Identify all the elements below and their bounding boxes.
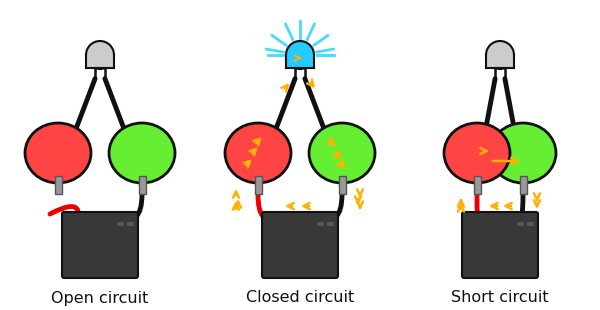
Bar: [286, 55, 314, 68]
Bar: [127, 222, 134, 226]
Bar: [338, 176, 346, 194]
Text: Short circuit: Short circuit: [451, 290, 549, 305]
Bar: [317, 222, 324, 226]
FancyBboxPatch shape: [462, 212, 538, 278]
Ellipse shape: [309, 123, 375, 183]
Bar: [517, 222, 524, 226]
Bar: [473, 176, 481, 194]
FancyBboxPatch shape: [62, 212, 138, 278]
Ellipse shape: [490, 123, 556, 183]
Bar: [117, 222, 124, 226]
Bar: [327, 222, 334, 226]
Bar: [254, 176, 262, 194]
Circle shape: [486, 41, 514, 69]
Bar: [486, 55, 514, 68]
Bar: [520, 176, 527, 194]
Bar: [139, 176, 146, 194]
Bar: [55, 176, 62, 194]
FancyBboxPatch shape: [262, 212, 338, 278]
Bar: [527, 222, 534, 226]
Ellipse shape: [225, 123, 291, 183]
Ellipse shape: [25, 123, 91, 183]
Bar: [86, 55, 114, 68]
Ellipse shape: [444, 123, 510, 183]
Circle shape: [86, 41, 114, 69]
Ellipse shape: [109, 123, 175, 183]
Text: Closed circuit: Closed circuit: [246, 290, 354, 305]
Text: Open circuit: Open circuit: [52, 290, 149, 305]
Circle shape: [286, 41, 314, 69]
